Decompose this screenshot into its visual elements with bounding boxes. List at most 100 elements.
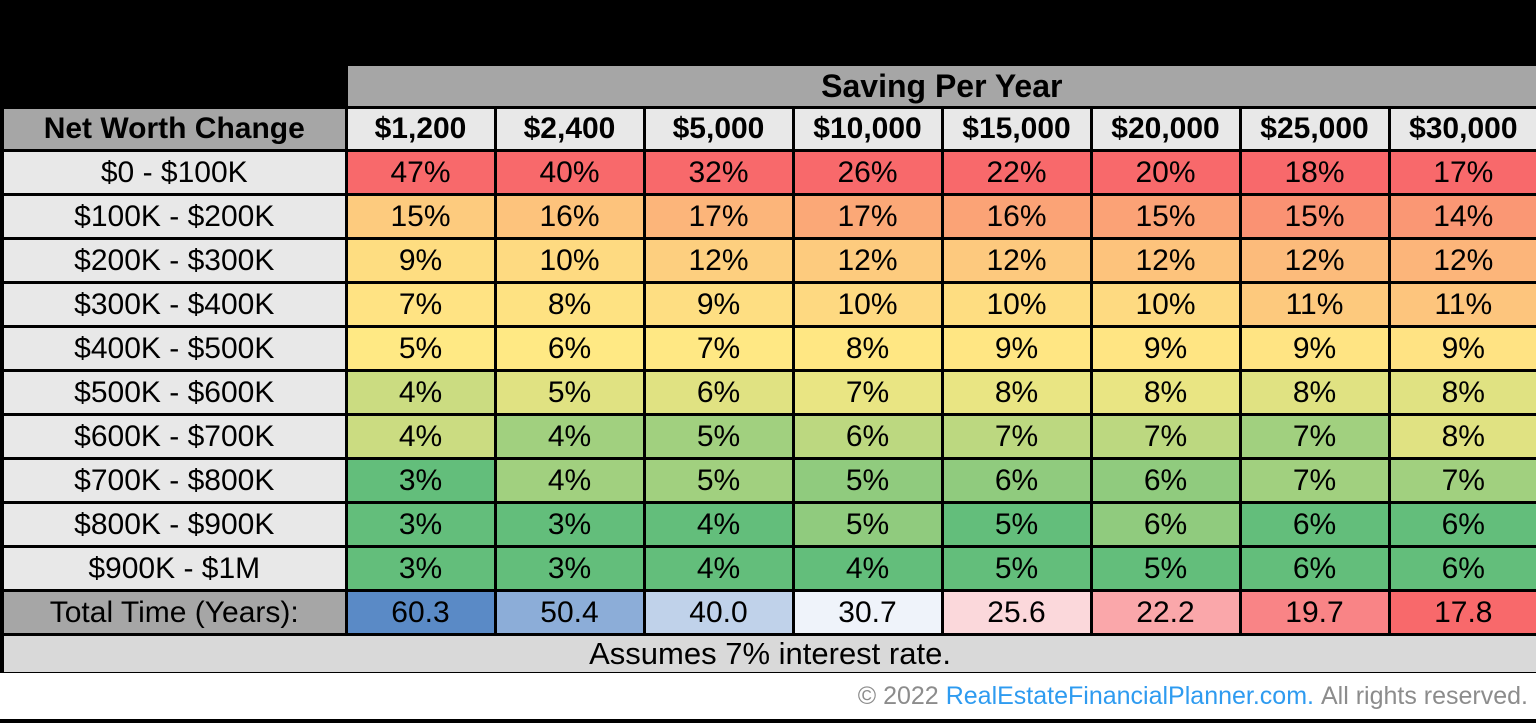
table-row: $800K - $900K 3% 3% 4% 5% 5% 6% 6% 6% [0, 501, 1536, 548]
percent-cell: 10% [791, 281, 944, 328]
percent-cell: 4% [493, 457, 646, 504]
percent-cell: 3% [493, 545, 646, 592]
total-time-cell: 60.3 [344, 589, 497, 636]
percent-cell: 15% [344, 193, 497, 240]
percent-cell: 7% [344, 281, 497, 328]
percent-cell: 8% [1089, 369, 1242, 416]
percent-cell: 6% [1238, 545, 1391, 592]
percent-cell: 12% [1387, 237, 1536, 284]
percent-cell: 17% [1387, 149, 1536, 196]
saving-per-year-title: Saving Per Year [344, 62, 1536, 109]
percent-cell: 7% [642, 325, 795, 372]
table-row: $300K - $400K 7% 8% 9% 10% 10% 10% 11% 11% [0, 281, 1536, 328]
percent-cell: 14% [1387, 193, 1536, 240]
percent-cell: 7% [1387, 457, 1536, 504]
percent-cell: 16% [493, 193, 646, 240]
percent-cell: 9% [940, 325, 1093, 372]
percent-cell: 26% [791, 149, 944, 196]
percent-cell: 12% [940, 237, 1093, 284]
percent-cell: 4% [642, 501, 795, 548]
percent-cell: 5% [642, 413, 795, 460]
row-label: $900K - $1M [0, 545, 348, 592]
row-label: $400K - $500K [0, 325, 348, 372]
row-label: $200K - $300K [0, 237, 348, 284]
total-time-cell: 19.7 [1238, 589, 1391, 636]
column-header: $30,000 [1387, 106, 1536, 152]
percent-cell: 8% [791, 325, 944, 372]
percent-cell: 12% [791, 237, 944, 284]
title-band-row: Saving Per Year [0, 62, 1536, 109]
percent-cell: 6% [1089, 501, 1242, 548]
column-header: $25,000 [1238, 106, 1391, 152]
percent-cell: 4% [642, 545, 795, 592]
percent-cell: 15% [1089, 193, 1242, 240]
percent-cell: 3% [493, 501, 646, 548]
percent-cell: 32% [642, 149, 795, 196]
copyright-bar: © 2022 RealEstateFinancialPlanner.com. A… [0, 673, 1536, 719]
table-row: $200K - $300K 9% 10% 12% 12% 12% 12% 12% 12% [0, 237, 1536, 284]
row-label: $0 - $100K [0, 149, 348, 196]
percent-cell: 6% [493, 325, 646, 372]
percent-cell: 8% [940, 369, 1093, 416]
row-label: $800K - $900K [0, 501, 348, 548]
percent-cell: 12% [642, 237, 795, 284]
table-row: $0 - $100K 47% 40% 32% 26% 22% 20% 18% 17% [0, 149, 1536, 196]
percent-cell: 18% [1238, 149, 1391, 196]
assumption-row: Assumes 7% interest rate. [0, 633, 1536, 676]
total-time-row: Total Time (Years): 60.3 50.4 40.0 30.7 25.6 2… [0, 589, 1536, 636]
percent-cell: 6% [1387, 501, 1536, 548]
percent-cell: 17% [791, 193, 944, 240]
percent-cell: 3% [344, 457, 497, 504]
percent-cell: 4% [791, 545, 944, 592]
copyright-suffix: All rights reserved. [1320, 681, 1528, 710]
percent-cell: 9% [1089, 325, 1242, 372]
percent-cell: 5% [1089, 545, 1242, 592]
copyright-link[interactable]: RealEstateFinancialPlanner.com. [945, 681, 1314, 710]
total-time-cell: 40.0 [642, 589, 795, 636]
percent-cell: 12% [1089, 237, 1242, 284]
percent-cell: 16% [940, 193, 1093, 240]
percent-cell: 6% [940, 457, 1093, 504]
table-row: $500K - $600K 4% 5% 6% 7% 8% 8% 8% 8% [0, 369, 1536, 416]
percent-cell: 5% [940, 545, 1093, 592]
percent-cell: 7% [1238, 457, 1391, 504]
table-row: $900K - $1M 3% 3% 4% 4% 5% 5% 6% 6% [0, 545, 1536, 592]
percent-cell: 17% [642, 193, 795, 240]
table-row: $100K - $200K 15% 16% 17% 17% 16% 15% 15% 14% [0, 193, 1536, 240]
percent-cell: 8% [1238, 369, 1391, 416]
column-header: $1,200 [344, 106, 497, 152]
percent-cell: 11% [1238, 281, 1391, 328]
assumption-note: Assumes 7% interest rate. [0, 633, 1536, 676]
percent-cell: 5% [940, 501, 1093, 548]
percent-cell: 5% [344, 325, 497, 372]
column-header: $10,000 [791, 106, 944, 152]
percent-cell: 3% [344, 501, 497, 548]
column-header: $5,000 [642, 106, 795, 152]
percent-cell: 9% [1387, 325, 1536, 372]
table-row: $600K - $700K 4% 4% 5% 6% 7% 7% 7% 8% [0, 413, 1536, 460]
percent-cell: 4% [344, 369, 497, 416]
percent-cell: 5% [493, 369, 646, 416]
percent-cell: 22% [940, 149, 1093, 196]
column-header: $15,000 [940, 106, 1093, 152]
percent-cell: 6% [791, 413, 944, 460]
percent-cell: 9% [1238, 325, 1391, 372]
percent-cell: 12% [1238, 237, 1391, 284]
percent-cell: 8% [1387, 369, 1536, 416]
row-label: $100K - $200K [0, 193, 348, 240]
column-header-row: Net Worth Change $1,200 $2,400 $5,000 $10,0… [0, 106, 1536, 152]
percent-cell: 47% [344, 149, 497, 196]
percent-cell: 5% [791, 457, 944, 504]
row-label: $600K - $700K [0, 413, 348, 460]
percent-cell: 7% [1089, 413, 1242, 460]
row-label: $300K - $400K [0, 281, 348, 328]
percent-cell: 15% [1238, 193, 1391, 240]
percent-cell: 10% [940, 281, 1093, 328]
percent-cell: 6% [1089, 457, 1242, 504]
corner-spacer [0, 62, 348, 109]
percent-cell: 5% [642, 457, 795, 504]
total-time-cell: 22.2 [1089, 589, 1242, 636]
percent-cell: 10% [493, 237, 646, 284]
percent-cell: 6% [1387, 545, 1536, 592]
